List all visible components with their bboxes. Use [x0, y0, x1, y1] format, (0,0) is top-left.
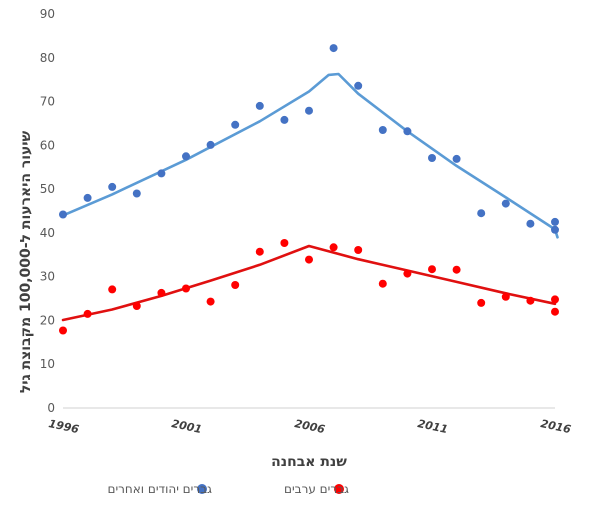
legend: גברים יהודים ואחרים גברים ערבים: [108, 482, 350, 496]
data-point-series-0: [477, 209, 486, 218]
data-point-series-0: [157, 169, 166, 178]
legend-item: גברים ערבים: [284, 482, 349, 496]
data-point-series-1: [428, 265, 436, 274]
data-point-series-0: [526, 219, 535, 228]
data-point-series-0: [551, 217, 559, 226]
legend-label: גברים ערבים: [284, 482, 349, 496]
y-tick-label: 80: [40, 51, 55, 65]
data-point-series-0: [329, 44, 338, 53]
data-point-series-1: [526, 296, 535, 305]
data-point-series-1: [83, 309, 92, 318]
legend-marker: [197, 484, 207, 494]
data-point-series-0: [452, 154, 461, 163]
data-point-series-0: [132, 189, 141, 198]
data-point-series-1: [280, 239, 289, 247]
data-point-series-1: [354, 246, 363, 254]
data-point-series-0: [551, 225, 559, 234]
data-point-series-1: [551, 307, 559, 316]
y-tick-label: 30: [40, 270, 55, 284]
data-point-series-0: [354, 81, 363, 90]
data-point-series-0: [182, 152, 190, 161]
data-point-series-1: [452, 265, 461, 274]
data-point-series-1: [305, 255, 313, 264]
data-point-series-1: [255, 247, 264, 256]
data-point-series-1: [378, 279, 387, 288]
data-points: [59, 44, 559, 335]
data-point-series-0: [231, 120, 240, 129]
data-point-series-0: [501, 199, 510, 208]
data-point-series-0: [206, 140, 215, 149]
y-tick-label: 90: [40, 7, 55, 21]
data-point-series-0: [305, 106, 313, 115]
data-point-series-1: [157, 288, 166, 297]
data-point-series-0: [280, 115, 289, 124]
x-tick-label: 2016: [539, 417, 572, 436]
data-point-series-0: [83, 193, 92, 202]
data-point-series-1: [182, 284, 190, 293]
data-point-series-1: [329, 243, 338, 252]
x-tick-label: 1996: [47, 417, 80, 436]
y-axis-ticks: 0 10 20 30 40 50 60 70 80 90: [40, 7, 55, 415]
x-axis-title: שנת אבחנה: [271, 454, 347, 470]
data-point-series-1: [551, 295, 559, 304]
legend-marker: [334, 484, 344, 494]
data-point-series-0: [428, 154, 436, 162]
y-tick-label: 0: [47, 401, 55, 415]
y-tick-label: 10: [40, 357, 55, 371]
x-tick-label: 2006: [293, 417, 326, 436]
data-point-series-1: [403, 269, 412, 278]
trend-line-series-1: [61, 244, 557, 322]
y-tick-label: 70: [40, 95, 55, 109]
data-point-series-1: [501, 292, 510, 301]
data-point-series-1: [132, 302, 141, 310]
data-point-series-0: [59, 210, 67, 219]
data-point-series-1: [206, 297, 215, 306]
data-point-series-0: [255, 101, 264, 110]
data-point-series-0: [403, 127, 412, 136]
data-point-series-1: [477, 298, 486, 307]
y-axis-title: שיעור היארעות ל-100,000 מקבוצת גיל: [18, 131, 34, 394]
x-tick-label: 2011: [416, 417, 449, 436]
y-tick-label: 50: [40, 182, 55, 196]
data-point-series-0: [108, 182, 117, 191]
legend-label: גברים יהודים ואחרים: [108, 482, 213, 496]
y-tick-label: 60: [40, 138, 55, 152]
y-tick-label: 20: [40, 313, 55, 327]
y-tick-label: 40: [40, 226, 55, 240]
data-point-series-1: [59, 326, 67, 335]
data-point-series-1: [231, 281, 240, 289]
x-axis-ticks: 1996 2001 2006 2011 2016: [47, 417, 572, 436]
data-point-series-1: [108, 285, 117, 294]
legend-item: גברים יהודים ואחרים: [108, 482, 213, 496]
x-tick-label: 2001: [170, 417, 203, 436]
data-point-series-0: [378, 126, 387, 134]
